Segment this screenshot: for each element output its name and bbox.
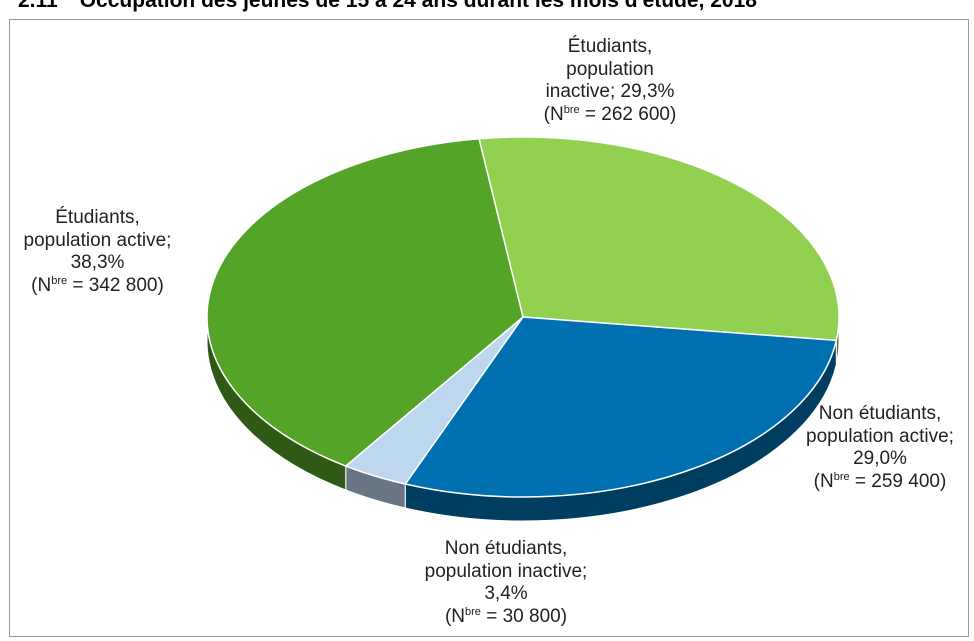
count-sup: bre: [833, 470, 850, 483]
label-non-etudiants-inactive: Non étudiants, population inactive; 3,4%…: [406, 538, 606, 628]
chart-number: 2.11: [18, 0, 58, 12]
label-line: population: [566, 58, 654, 80]
count-text: = 30 800): [480, 605, 568, 627]
label-line: 3,4%: [484, 583, 528, 604]
label-etudiants-active: Étudiants, population active; 38,3% (Nbr…: [10, 207, 185, 297]
label-line: 29,0%: [853, 448, 907, 469]
count-sup: bre: [465, 605, 481, 618]
count-prefix: (N: [444, 605, 466, 627]
pie-slice-0: [478, 136, 840, 342]
label-line: Non étudiants,: [818, 403, 942, 424]
label-line: 38,3%: [70, 252, 125, 273]
label-count: (Nbre = 30 800): [406, 606, 606, 629]
count-text: = 262 600): [579, 103, 677, 125]
label-count: (Nbre = 259 400): [790, 471, 970, 494]
count-prefix: (N: [813, 470, 834, 492]
count-text: = 259 400): [849, 470, 947, 492]
label-count: (Nbre = 342 800): [10, 275, 185, 298]
label-count: (Nbre = 262 600): [520, 104, 700, 127]
count-prefix: (N: [31, 274, 52, 296]
label-non-etudiants-active: Non étudiants, population active; 29,0% …: [790, 403, 970, 493]
count-sup: bre: [563, 103, 580, 116]
label-line: Non étudiants,: [444, 538, 568, 559]
label-etudiants-inactive: Étudiants, population inactive; 29,3% (N…: [520, 36, 700, 126]
count-sup: bre: [51, 274, 68, 287]
pie-slice-3: [206, 137, 524, 467]
label-line: population active;: [806, 425, 954, 447]
pie-slice-1: [403, 316, 838, 498]
label-line: population inactive;: [424, 560, 588, 582]
label-line: population active;: [23, 229, 172, 251]
chart-title: 2.11 Occupation des jeunes de 15 à 24 ans…: [18, 0, 974, 13]
count-text: = 342 800): [67, 274, 164, 296]
label-line: Étudiants,: [55, 207, 140, 228]
label-line: inactive; 29,3%: [545, 81, 675, 102]
count-prefix: (N: [543, 103, 564, 125]
label-line: Étudiants,: [567, 36, 653, 57]
chart-title-text: Occupation des jeunes de 15 à 24 ans dur…: [79, 0, 757, 12]
